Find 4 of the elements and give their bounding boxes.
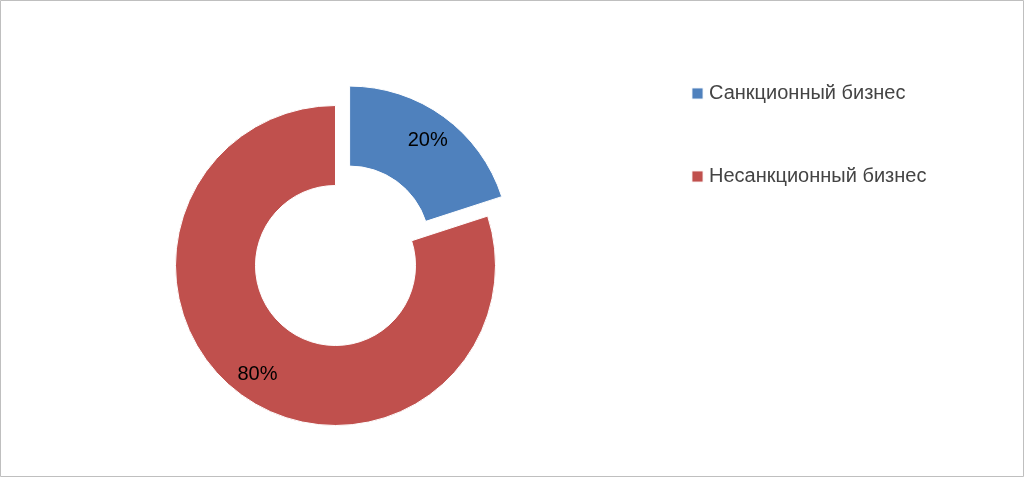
legend-label: Несанкционный бизнес xyxy=(709,164,927,187)
legend-label: Санкционный бизнес xyxy=(709,81,906,104)
data-label: 80% xyxy=(237,361,278,384)
data-label: 20% xyxy=(407,127,448,150)
